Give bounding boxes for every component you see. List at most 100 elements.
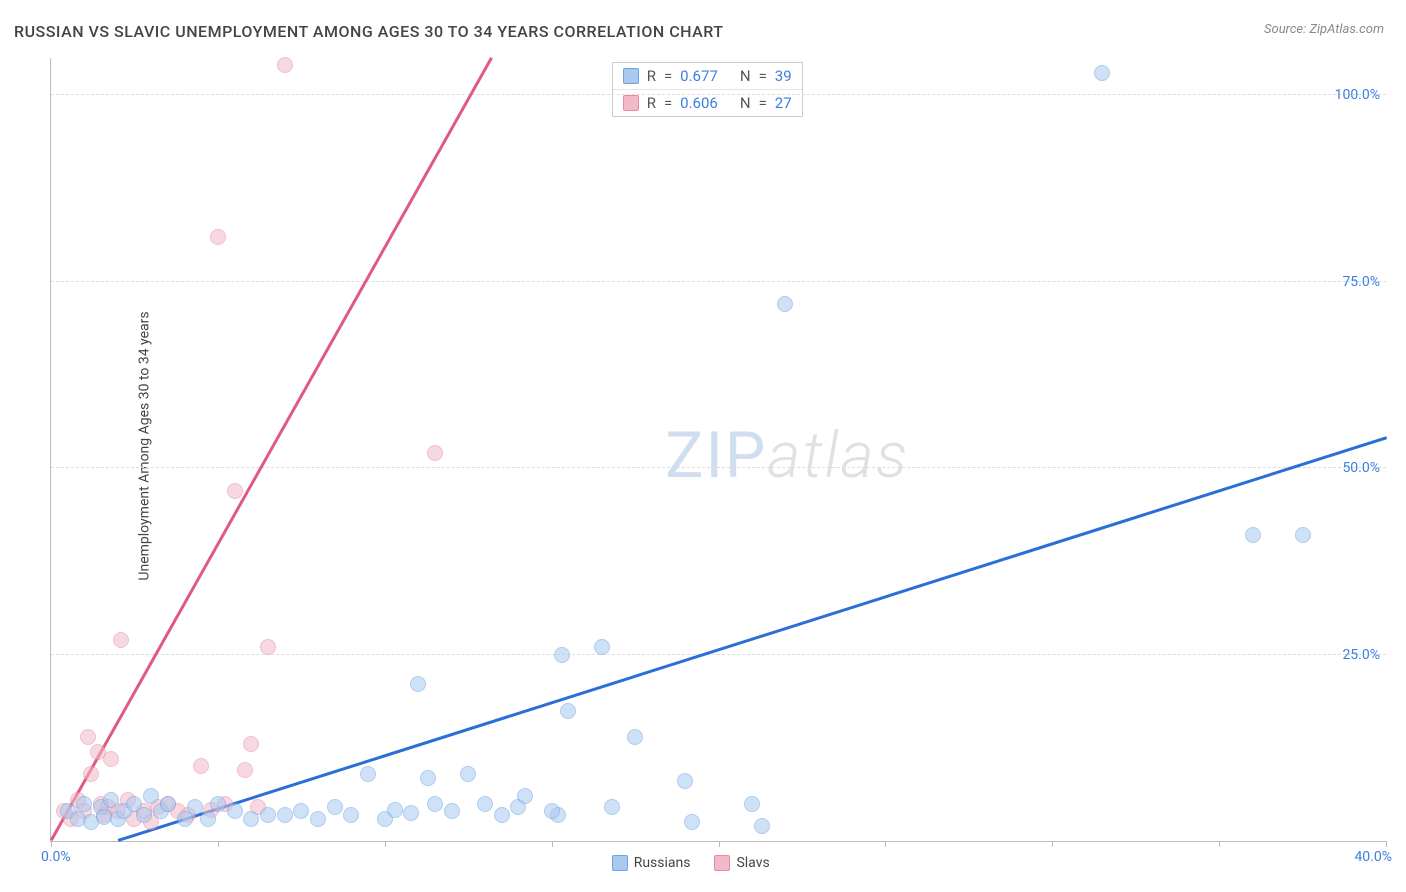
x-tick bbox=[51, 841, 52, 847]
plot-area: ZIPatlas R = 0.677 N = 39 R = 0.606 N = … bbox=[50, 58, 1386, 842]
y-tick-label: 100.0% bbox=[1325, 87, 1380, 103]
scatter-point bbox=[237, 762, 253, 778]
scatter-point bbox=[260, 807, 276, 823]
scatter-point bbox=[293, 803, 309, 819]
stat-eq: = bbox=[664, 67, 672, 85]
scatter-point bbox=[143, 788, 159, 804]
scatter-point bbox=[554, 647, 570, 663]
scatter-point bbox=[460, 766, 476, 782]
scatter-point bbox=[80, 729, 96, 745]
scatter-point bbox=[427, 796, 443, 812]
scatter-point bbox=[160, 796, 176, 812]
scatter-point bbox=[243, 736, 259, 752]
stats-box: R = 0.677 N = 39 R = 0.606 N = 27 bbox=[612, 62, 803, 117]
scatter-point bbox=[227, 483, 243, 499]
y-tick-label: 50.0% bbox=[1332, 460, 1380, 476]
scatter-point bbox=[227, 803, 243, 819]
x-tick bbox=[1219, 841, 1220, 847]
watermark-zip: ZIP bbox=[665, 418, 767, 493]
scatter-point bbox=[103, 751, 119, 767]
legend-label-slavs: Slavs bbox=[736, 855, 769, 871]
scatter-point bbox=[627, 729, 643, 745]
swatch-russians bbox=[612, 855, 628, 871]
scatter-point bbox=[343, 807, 359, 823]
source-attribution: Source: ZipAtlas.com bbox=[1264, 22, 1384, 37]
stat-eq: = bbox=[759, 94, 767, 112]
watermark-atlas: atlas bbox=[767, 418, 909, 493]
scatter-point bbox=[684, 814, 700, 830]
scatter-point bbox=[76, 796, 92, 812]
stat-eq: = bbox=[664, 94, 672, 112]
scatter-point bbox=[360, 766, 376, 782]
scatter-point bbox=[103, 792, 119, 808]
scatter-point bbox=[1094, 65, 1110, 81]
stat-n-label: N bbox=[740, 94, 751, 112]
stat-n-russians: 39 bbox=[775, 67, 792, 85]
scatter-point bbox=[410, 676, 426, 692]
scatter-point bbox=[1295, 527, 1311, 543]
gridline-h bbox=[51, 94, 1386, 95]
legend-item-russians: Russians bbox=[612, 855, 691, 871]
swatch-russians bbox=[623, 68, 639, 84]
stats-row-slavs: R = 0.606 N = 27 bbox=[613, 89, 802, 116]
swatch-slavs bbox=[714, 855, 730, 871]
scatter-point bbox=[200, 811, 216, 827]
gridline-h bbox=[51, 281, 1386, 282]
x-tick bbox=[218, 841, 219, 847]
scatter-point bbox=[677, 773, 693, 789]
scatter-point bbox=[444, 803, 460, 819]
scatter-point bbox=[427, 445, 443, 461]
stat-eq: = bbox=[759, 67, 767, 85]
scatter-point bbox=[560, 703, 576, 719]
gridline-h bbox=[51, 467, 1386, 468]
scatter-point bbox=[544, 803, 560, 819]
stats-row-russians: R = 0.677 N = 39 bbox=[613, 63, 802, 89]
scatter-point bbox=[210, 229, 226, 245]
x-tick bbox=[1052, 841, 1053, 847]
scatter-point bbox=[277, 807, 293, 823]
scatter-point bbox=[754, 818, 770, 834]
stat-n-label: N bbox=[740, 67, 751, 85]
scatter-point bbox=[310, 811, 326, 827]
scatter-point bbox=[403, 805, 419, 821]
scatter-point bbox=[744, 796, 760, 812]
trend-line bbox=[50, 56, 493, 840]
scatter-point bbox=[193, 758, 209, 774]
x-tick bbox=[719, 841, 720, 847]
scatter-point bbox=[260, 639, 276, 655]
x-max-label: 40.0% bbox=[1354, 849, 1392, 865]
scatter-point bbox=[210, 796, 226, 812]
x-origin-label: 0.0% bbox=[41, 849, 71, 865]
scatter-point bbox=[517, 788, 533, 804]
source-prefix: Source: bbox=[1264, 22, 1309, 37]
y-tick-label: 75.0% bbox=[1332, 274, 1380, 290]
scatter-point bbox=[327, 799, 343, 815]
scatter-point bbox=[1245, 527, 1261, 543]
gridline-h bbox=[51, 654, 1386, 655]
scatter-point bbox=[477, 796, 493, 812]
scatter-point bbox=[604, 799, 620, 815]
scatter-point bbox=[777, 296, 793, 312]
x-tick bbox=[1386, 841, 1387, 847]
stat-r-label: R bbox=[647, 67, 656, 85]
x-tick bbox=[385, 841, 386, 847]
watermark: ZIPatlas bbox=[665, 418, 909, 493]
scatter-point bbox=[494, 807, 510, 823]
scatter-point bbox=[187, 799, 203, 815]
source-name: ZipAtlas.com bbox=[1309, 22, 1384, 37]
scatter-point bbox=[277, 57, 293, 73]
legend: Russians Slavs bbox=[612, 855, 770, 871]
stat-r-russians: 0.677 bbox=[680, 67, 718, 85]
scatter-point bbox=[420, 770, 436, 786]
x-tick bbox=[552, 841, 553, 847]
y-tick-label: 25.0% bbox=[1332, 647, 1380, 663]
scatter-point bbox=[594, 639, 610, 655]
scatter-point bbox=[243, 811, 259, 827]
chart-title: RUSSIAN VS SLAVIC UNEMPLOYMENT AMONG AGE… bbox=[14, 22, 724, 41]
legend-item-slavs: Slavs bbox=[714, 855, 769, 871]
stat-r-label: R bbox=[647, 94, 656, 112]
scatter-point bbox=[113, 632, 129, 648]
stat-n-slavs: 27 bbox=[775, 94, 792, 112]
scatter-point bbox=[83, 766, 99, 782]
x-tick bbox=[885, 841, 886, 847]
